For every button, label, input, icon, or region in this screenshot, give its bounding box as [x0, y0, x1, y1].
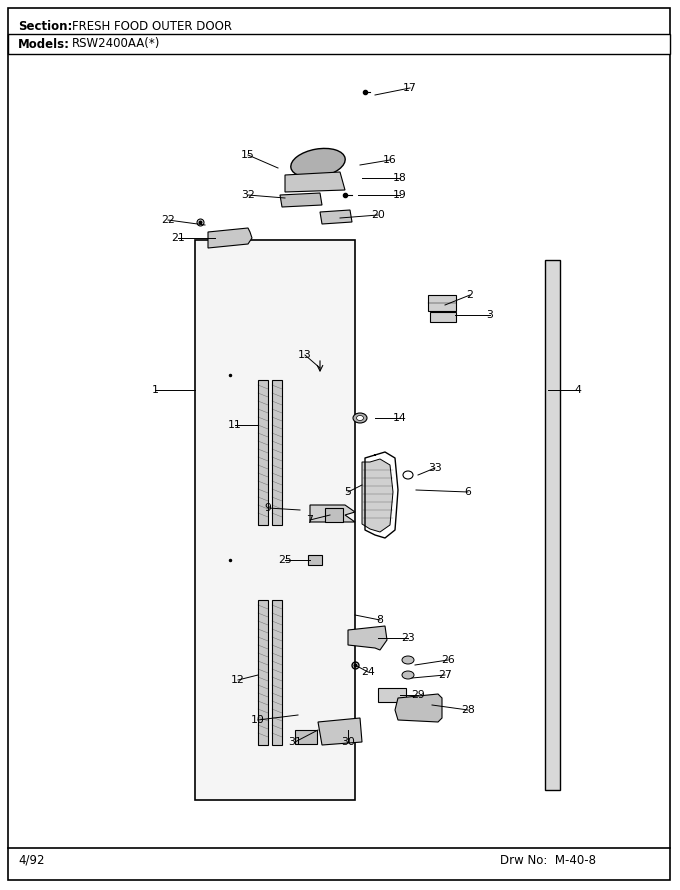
Text: 1: 1	[152, 385, 158, 395]
Polygon shape	[348, 626, 387, 650]
Text: 7: 7	[307, 515, 313, 525]
Text: 12: 12	[231, 675, 245, 685]
Text: 10: 10	[251, 715, 265, 725]
Polygon shape	[310, 505, 355, 522]
Polygon shape	[285, 172, 345, 192]
Text: 27: 27	[438, 670, 452, 680]
Text: 24: 24	[361, 667, 375, 677]
Ellipse shape	[356, 416, 364, 420]
Text: 23: 23	[401, 633, 415, 643]
Text: 20: 20	[371, 210, 385, 220]
Text: 11: 11	[228, 420, 242, 430]
Text: 2: 2	[466, 290, 473, 300]
Text: 19: 19	[393, 190, 407, 200]
Bar	[258, 600, 268, 745]
Text: 21: 21	[171, 233, 185, 243]
Text: 8: 8	[377, 615, 384, 625]
Bar	[272, 600, 282, 745]
Bar	[308, 555, 322, 565]
Text: 31: 31	[288, 737, 302, 747]
Bar	[378, 688, 406, 702]
Ellipse shape	[402, 671, 414, 679]
Text: 26: 26	[441, 655, 455, 665]
Bar	[258, 380, 268, 525]
Bar	[8, 34, 670, 54]
Text: 30: 30	[341, 737, 355, 747]
Text: 14: 14	[393, 413, 407, 423]
Text: FRESH FOOD OUTER DOOR: FRESH FOOD OUTER DOOR	[72, 20, 232, 33]
Text: 29: 29	[411, 690, 425, 700]
Text: 6: 6	[464, 487, 471, 497]
Ellipse shape	[402, 656, 414, 664]
Text: Models:: Models:	[18, 37, 70, 51]
Text: 32: 32	[241, 190, 255, 200]
Bar	[272, 380, 282, 525]
Text: 5: 5	[345, 487, 352, 497]
Polygon shape	[318, 718, 362, 745]
Polygon shape	[395, 694, 442, 722]
Text: 4: 4	[575, 385, 581, 395]
Text: 3: 3	[487, 310, 494, 320]
Text: RSW2400AA(*): RSW2400AA(*)	[72, 37, 160, 51]
Polygon shape	[208, 228, 252, 248]
Ellipse shape	[291, 149, 345, 178]
Text: 25: 25	[278, 555, 292, 565]
Text: Drw No:  M-40-8: Drw No: M-40-8	[500, 854, 596, 867]
Bar	[325, 508, 343, 522]
Polygon shape	[320, 210, 352, 224]
Bar	[195, 240, 355, 800]
Polygon shape	[280, 193, 322, 207]
Text: 15: 15	[241, 150, 255, 160]
Text: 9: 9	[265, 503, 271, 513]
Bar	[295, 730, 317, 744]
Bar	[430, 312, 456, 322]
Text: 18: 18	[393, 173, 407, 183]
Text: 16: 16	[383, 155, 397, 165]
Text: 17: 17	[403, 83, 417, 93]
Bar	[545, 260, 560, 790]
Bar	[428, 295, 456, 311]
Text: Section:: Section:	[18, 20, 72, 33]
Ellipse shape	[353, 413, 367, 423]
Text: 4/92: 4/92	[18, 854, 44, 867]
Text: 33: 33	[428, 463, 442, 473]
Text: 22: 22	[161, 215, 175, 225]
Text: 13: 13	[298, 350, 312, 360]
Polygon shape	[362, 459, 393, 532]
Text: 28: 28	[461, 705, 475, 715]
